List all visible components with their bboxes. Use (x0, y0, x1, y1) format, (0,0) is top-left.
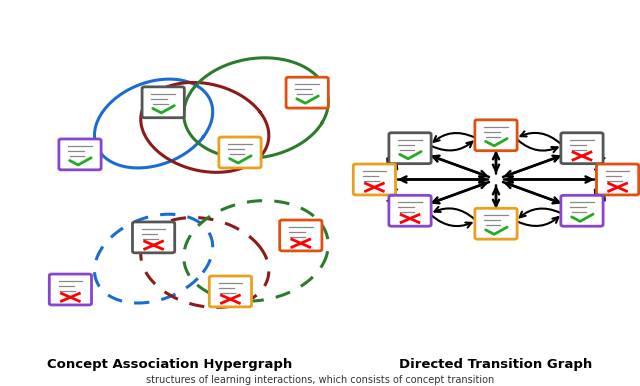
FancyBboxPatch shape (286, 77, 328, 108)
Text: Concept Association Hypergraph: Concept Association Hypergraph (47, 358, 292, 371)
Text: structures of learning interactions, which consists of concept transition: structures of learning interactions, whi… (146, 375, 494, 385)
FancyBboxPatch shape (475, 208, 517, 239)
FancyBboxPatch shape (49, 274, 92, 305)
FancyBboxPatch shape (389, 195, 431, 226)
FancyBboxPatch shape (142, 87, 184, 118)
FancyBboxPatch shape (132, 222, 175, 253)
FancyBboxPatch shape (280, 220, 322, 251)
FancyBboxPatch shape (596, 164, 639, 195)
FancyBboxPatch shape (561, 133, 603, 164)
FancyBboxPatch shape (353, 164, 396, 195)
FancyBboxPatch shape (561, 195, 603, 226)
FancyBboxPatch shape (475, 120, 517, 151)
FancyBboxPatch shape (389, 133, 431, 164)
Text: Directed Transition Graph: Directed Transition Graph (399, 358, 593, 371)
FancyBboxPatch shape (219, 137, 261, 168)
FancyBboxPatch shape (59, 139, 101, 170)
FancyBboxPatch shape (209, 276, 252, 307)
